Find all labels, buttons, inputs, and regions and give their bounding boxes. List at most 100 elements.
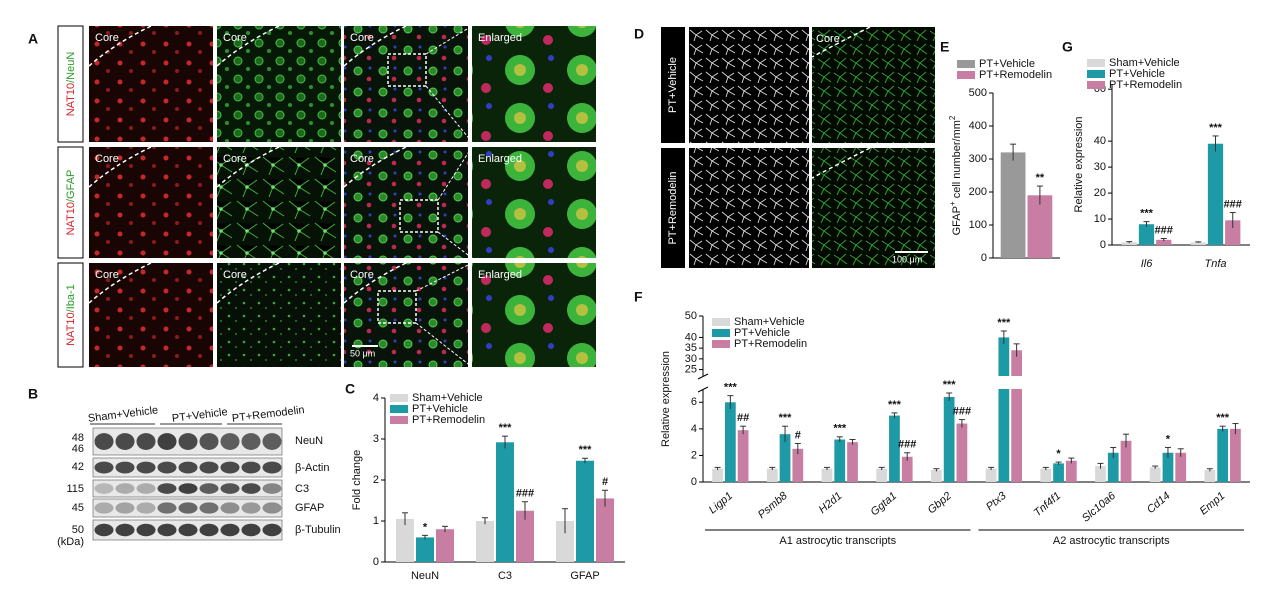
micrograph <box>344 26 468 142</box>
y-tick-label: 25 <box>685 363 697 375</box>
blot-band <box>94 523 114 537</box>
micrograph <box>472 26 596 142</box>
group-label: A1 astrocytic transcripts <box>779 535 896 547</box>
legend-swatch <box>390 405 408 413</box>
blot-band <box>241 502 261 514</box>
micrograph <box>344 263 468 367</box>
significance: *** <box>1140 208 1154 220</box>
y-tick-label: 400 <box>969 120 987 132</box>
y-axis-label-part: cell number/mm <box>951 120 963 201</box>
y-tick-label: 300 <box>969 153 987 165</box>
bar <box>1011 350 1022 376</box>
y-tick-label: 30 <box>685 353 697 365</box>
core-boundary <box>88 146 152 188</box>
blot-band <box>262 483 282 494</box>
bar <box>1156 239 1172 245</box>
group-label: Sham+Vehicle <box>87 404 159 425</box>
y-tick-label: 35 <box>685 342 697 354</box>
micrograph <box>689 27 809 143</box>
row-label: NAT10/Iba-1 <box>65 284 77 346</box>
core-boundary <box>343 262 407 304</box>
legend-swatch <box>712 329 730 337</box>
significance: *** <box>724 382 738 394</box>
blot-band <box>199 461 219 474</box>
core-boundary <box>811 147 871 179</box>
bar <box>436 529 454 562</box>
blot-band <box>136 523 156 537</box>
bar <box>766 468 778 482</box>
y-tick-label: 4 <box>373 392 379 404</box>
blot-band <box>115 502 135 514</box>
bar <box>834 439 846 482</box>
significance: ### <box>953 405 971 417</box>
y-tick-label: 500 <box>969 87 987 99</box>
blot-band <box>220 523 240 537</box>
group-label: A2 astrocytic transcripts <box>1053 535 1170 547</box>
row-label: NAT10/NeuN <box>65 52 77 117</box>
bar <box>889 415 900 482</box>
blot-band <box>262 502 282 514</box>
significance: *** <box>997 317 1011 329</box>
core-boundary <box>343 146 407 188</box>
bar <box>1011 389 1022 482</box>
legend-label: PT+Vehicle <box>412 403 468 415</box>
bar <box>1000 152 1026 258</box>
y-tick-label: 1 <box>373 515 379 527</box>
legend-swatch <box>957 71 975 79</box>
tile-label: Core <box>95 32 119 44</box>
bar <box>1207 143 1224 245</box>
bar <box>1225 220 1241 245</box>
bar <box>998 337 1010 376</box>
legend-swatch <box>957 60 975 68</box>
significance: * <box>1166 433 1171 445</box>
significance: * <box>423 521 428 533</box>
blot-band <box>178 483 198 494</box>
marker-label: (kDa) <box>57 536 84 548</box>
blot-band <box>178 461 198 474</box>
x-tick-label: Cd14 <box>1145 490 1173 516</box>
bar <box>1095 466 1106 482</box>
y-axis-label-part: GFAP <box>951 206 963 235</box>
blot-band <box>199 483 219 494</box>
bar <box>737 430 749 482</box>
panel-letter: A <box>28 31 38 47</box>
row-label: PT+Vehicle <box>667 57 679 113</box>
band-label: NeuN <box>295 435 323 447</box>
row-label-part: NAT10 <box>65 83 77 116</box>
bar <box>416 537 434 562</box>
blot-band <box>199 433 219 450</box>
y-tick-label: 100 <box>969 219 987 231</box>
bar <box>1162 452 1174 482</box>
legend-label: PT+Vehicle <box>979 58 1035 70</box>
marker-label: 50 <box>72 524 84 536</box>
x-tick-label: C3 <box>498 570 512 582</box>
significance: ** <box>1036 172 1045 184</box>
legend-swatch <box>390 416 408 424</box>
row-label-box <box>661 148 685 268</box>
panel-letter: B <box>28 386 38 402</box>
tile-label: Core <box>350 269 374 281</box>
blot-band <box>178 523 198 537</box>
blot-band <box>220 502 240 514</box>
panel-letter: C <box>345 381 355 397</box>
bar <box>931 470 942 482</box>
bar <box>1065 460 1077 482</box>
bar <box>516 510 534 562</box>
legend-label: PT+Vehicle <box>734 327 790 339</box>
bar <box>956 423 968 482</box>
micrograph <box>812 27 935 143</box>
tile-label: Enlarged <box>478 269 522 281</box>
core-boundary <box>343 25 407 67</box>
panel-letter: D <box>634 26 644 42</box>
blot-band <box>262 461 282 474</box>
blot-band <box>157 433 177 450</box>
row-label-part: /GFAP <box>65 170 77 202</box>
significance: *** <box>833 423 847 435</box>
blot-band <box>136 502 156 514</box>
row-label-part: NAT10 <box>65 312 77 345</box>
blot-band <box>241 523 261 537</box>
legend-swatch <box>390 394 408 402</box>
bar <box>1175 452 1187 482</box>
bar <box>1107 452 1119 482</box>
